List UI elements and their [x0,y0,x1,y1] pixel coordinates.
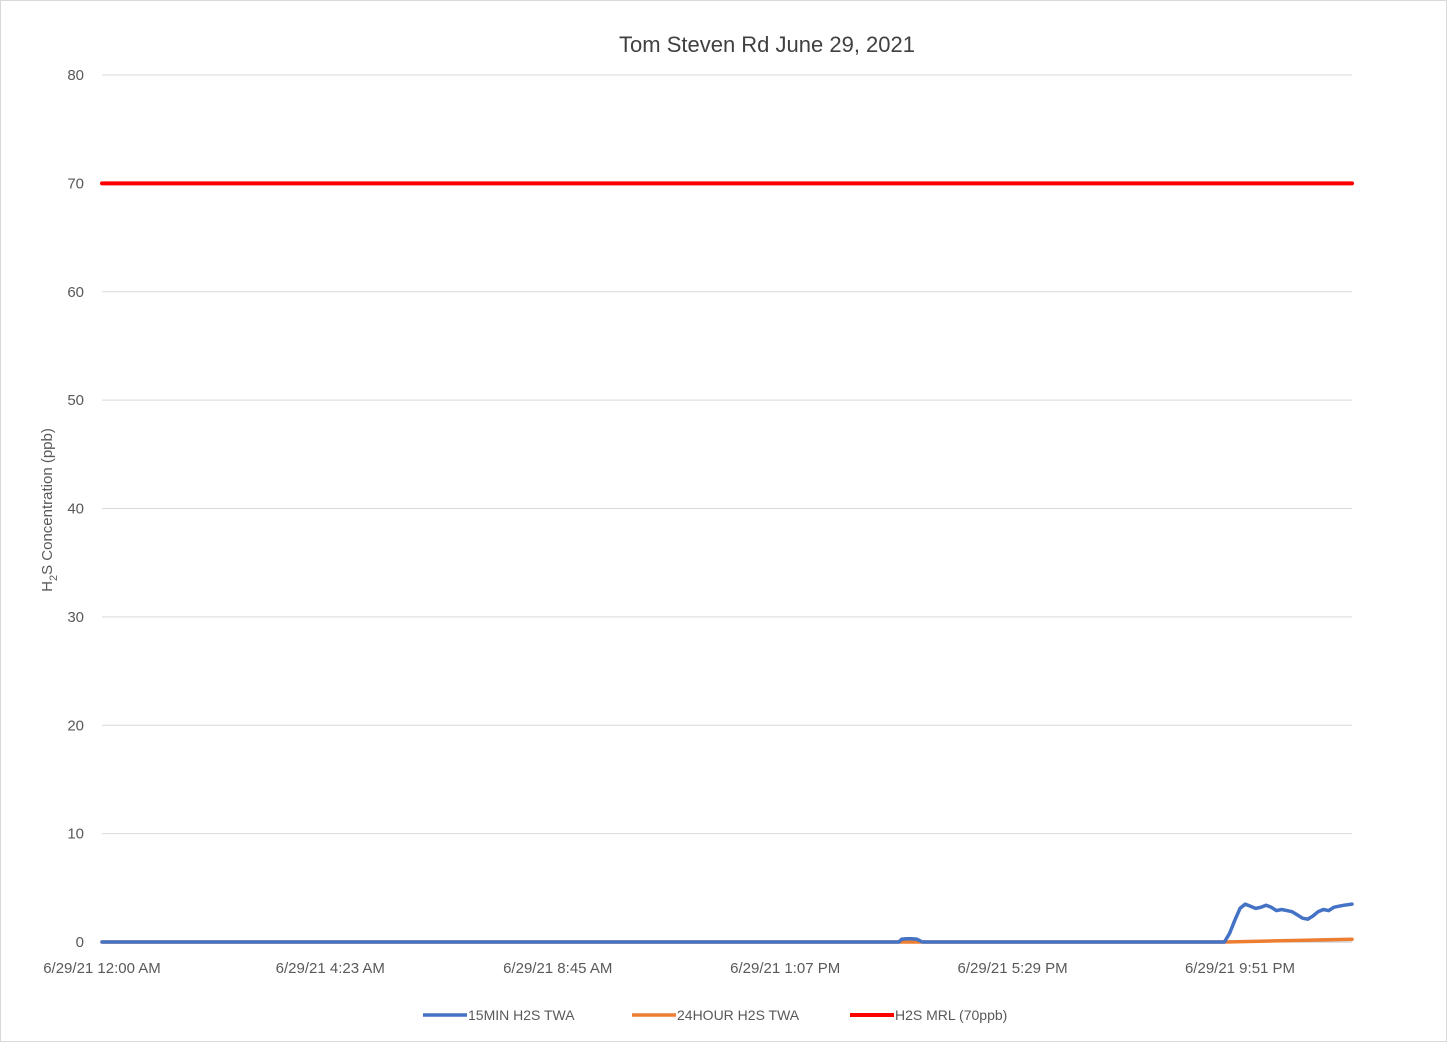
y-tick-label: 0 [76,934,84,951]
y-axis-ticks: 0 10 20 30 40 50 60 70 80 [67,67,84,951]
y-tick-label: 80 [67,67,84,84]
x-tick-label: 6/29/21 12:00 AM [43,960,161,977]
y-tick-label: 10 [67,826,84,843]
x-tick-label: 6/29/21 9:51 PM [1185,960,1295,977]
y-tick-label: 50 [67,392,84,409]
legend: 15MIN H2S TWA 24HOUR H2S TWA H2S MRL (70pp… [423,1007,1007,1023]
legend-label: H2S MRL (70ppb) [895,1007,1007,1023]
series-lines [100,181,1354,944]
chart-title: Tom Steven Rd June 29, 2021 [619,32,915,57]
x-tick-label: 6/29/21 8:45 AM [503,960,612,977]
y-tick-label: 60 [67,284,84,301]
x-axis-ticks: 6/29/21 12:00 AM 6/29/21 4:23 AM 6/29/21 8… [43,960,1295,977]
x-tick-label: 6/29/21 4:23 AM [276,960,385,977]
series-line-0 [100,902,1354,944]
legend-label: 15MIN H2S TWA [468,1007,575,1023]
legend-label: 24HOUR H2S TWA [677,1007,800,1023]
x-tick-label: 6/29/21 1:07 PM [730,960,840,977]
y-axis-label: H2S Concentration (ppb) [39,428,60,592]
y-tick-label: 20 [67,717,84,734]
y-tick-label: 40 [67,501,84,518]
y-tick-label: 70 [67,175,84,192]
x-tick-label: 6/29/21 5:29 PM [958,960,1068,977]
gridlines [102,74,1352,943]
y-tick-label: 30 [67,609,84,626]
